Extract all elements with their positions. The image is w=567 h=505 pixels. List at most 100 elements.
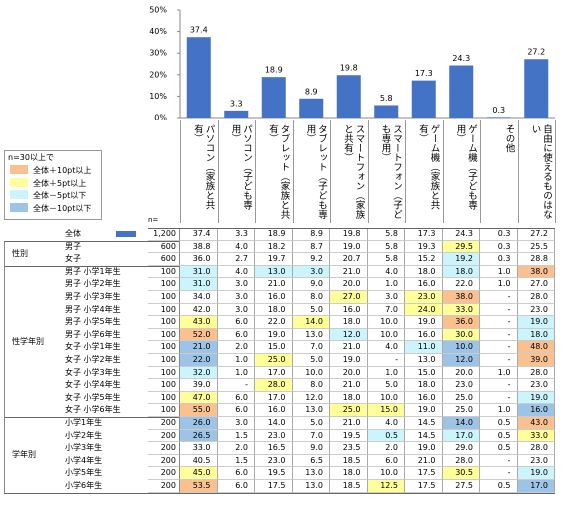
row-label: 小学4年生 — [65, 455, 103, 465]
table-cell: 17.0 — [442, 429, 480, 443]
table-cell: 1.5 — [217, 454, 255, 468]
table-cell: 8.9 — [292, 228, 330, 241]
table-cell: 21.0 — [330, 341, 368, 354]
n-cell: 1,200 — [148, 228, 180, 241]
total-marker — [116, 231, 136, 237]
table-cell: 25.0 — [330, 404, 368, 417]
bar — [261, 77, 286, 118]
table-cell: 14.5 — [405, 417, 443, 430]
column-header: その他 — [480, 120, 518, 223]
table-cell: 27.0 — [330, 291, 368, 304]
row-label: 小学5年生 — [65, 468, 103, 478]
table-cell: 47.0 — [180, 391, 218, 405]
table-cell: 43.0 — [517, 417, 555, 430]
value-label: 27.2 — [527, 48, 545, 57]
table-cell: 17.0 — [255, 366, 293, 380]
table-cell: 16.0 — [255, 291, 293, 304]
table-cell: 6.0 — [217, 404, 255, 417]
table-cell: 28.8 — [517, 253, 555, 266]
table-cell: 20.0 — [442, 366, 480, 380]
legend-label: 全体＋10pt以上 — [33, 166, 92, 175]
table-cell: 19.5 — [255, 467, 293, 480]
table-cell: 9.0 — [292, 278, 330, 291]
table-cell: 36.0 — [442, 316, 480, 329]
n-cell: 100 — [148, 354, 180, 367]
table-cell: 39.0 — [180, 379, 218, 392]
table-cell: 7.0 — [292, 341, 330, 354]
table-cell: 31.0 — [180, 265, 218, 279]
table-cell: 25.0 — [255, 354, 293, 367]
table-cell: 23.0 — [255, 454, 293, 468]
header-right-border — [555, 120, 556, 223]
row-label: 男子 — [65, 241, 81, 251]
y-tick-label: 40% — [149, 27, 167, 36]
n-cell: 100 — [148, 391, 180, 405]
table-cell: 15.0 — [255, 341, 293, 354]
bar-chart: 0% 10% 20% 30% 40% 50% 37.4 3.3 18.9 8.9 19.8 5.8 17… — [149, 6, 555, 120]
table-cell: 19.5 — [330, 429, 368, 443]
table-cell: 6.0 — [367, 454, 405, 468]
table-cell: 20.0 — [330, 366, 368, 380]
table-cell: 3.0 — [367, 291, 405, 304]
table-cell: 21.0 — [330, 379, 368, 392]
table-cell: 7.0 — [292, 429, 330, 443]
table-cell: 16.0 — [330, 303, 368, 317]
y-tick-label: 20% — [149, 70, 167, 79]
n-cell: 100 — [148, 278, 180, 291]
table-cell: 23.5 — [330, 442, 368, 455]
table-cell: 23.0 — [442, 379, 480, 392]
table-cell: 18.5 — [330, 480, 368, 493]
bar — [336, 75, 361, 118]
legend-label: 全体＋5pt以上 — [33, 178, 87, 188]
table-cell: 4.0 — [217, 265, 255, 279]
legend-label: 全体－10pt以下 — [33, 203, 92, 213]
table-cell: 14.0 — [292, 316, 330, 329]
row-label: 女子 小学5年生 — [65, 392, 121, 402]
table-cell: - — [217, 379, 255, 392]
table-cell: 12.0 — [442, 354, 480, 367]
table-cell: 22.0 — [442, 278, 480, 291]
table-cell: 8.0 — [292, 379, 330, 392]
n-cell: 600 — [148, 240, 180, 254]
n-cell: 200 — [148, 429, 180, 443]
column-header: パソコン（家族と共有） — [180, 120, 218, 223]
table-cell: 16.5 — [255, 442, 293, 455]
table-cell: 1.5 — [217, 429, 255, 443]
table-cell: - — [480, 467, 518, 480]
table-cell: 15.0 — [405, 366, 443, 380]
table-cell: 10.0 — [442, 341, 480, 354]
table-cell: 13.0 — [292, 480, 330, 493]
table-cell: 19.2 — [442, 253, 480, 266]
table-cell: 37.4 — [180, 228, 218, 241]
table-cell: 34.0 — [180, 291, 218, 304]
table-cell: - — [480, 354, 518, 367]
table-cell: 4.0 — [367, 341, 405, 354]
table-cell: 9.2 — [292, 253, 330, 266]
table-cell: 43.0 — [180, 316, 218, 329]
table-cell: 4.0 — [367, 417, 405, 430]
table-cell: 2.0 — [367, 442, 405, 455]
n-cell: 100 — [148, 316, 180, 329]
table-cell: 1.0 — [217, 354, 255, 367]
table-cell: 48.0 — [517, 341, 555, 354]
n-cell: 100 — [148, 328, 180, 342]
value-label: 19.8 — [340, 64, 358, 73]
table-cell: 17.0 — [517, 480, 555, 493]
table-cell: 1.0 — [480, 265, 518, 279]
column-header: タブレット（家族と共有） — [255, 120, 293, 223]
table-cell: 10.0 — [367, 467, 405, 480]
row-label: 男子 小学6年生 — [65, 329, 121, 339]
table-cell: 18.2 — [255, 240, 293, 254]
y-tick-label: 10% — [149, 92, 167, 101]
table-cell: 9.0 — [292, 442, 330, 455]
table-cell: 10.0 — [292, 366, 330, 380]
table-cell: 8.7 — [292, 240, 330, 254]
table-cell: 39.0 — [517, 354, 555, 367]
table-cell: 12.5 — [367, 480, 405, 493]
table-cell: 20.0 — [330, 278, 368, 291]
table-cell: 21.0 — [180, 341, 218, 354]
table-cell: 13.0 — [292, 467, 330, 480]
n-cell: 100 — [148, 404, 180, 417]
table-cell: 17.3 — [405, 228, 443, 241]
table-cell: 18.0 — [442, 265, 480, 279]
